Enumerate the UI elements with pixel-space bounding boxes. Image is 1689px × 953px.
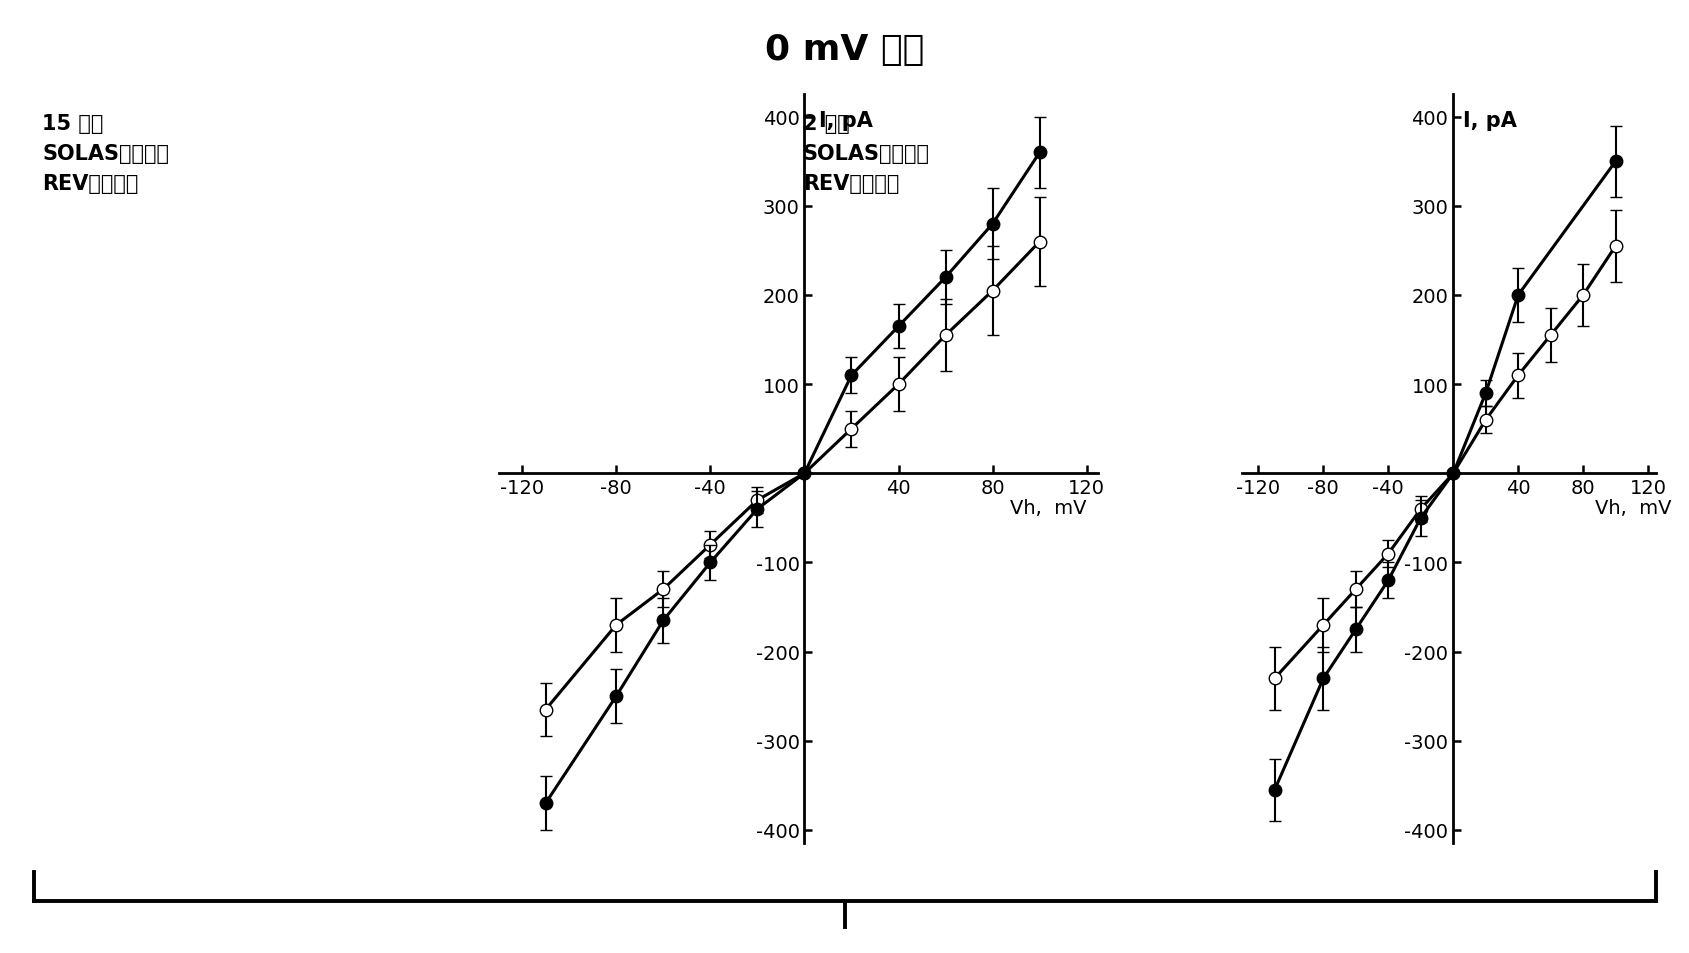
Text: Vh,  mV: Vh, mV	[1010, 498, 1086, 517]
Text: Vh,  mV: Vh, mV	[1594, 498, 1670, 517]
Text: I, pA: I, pA	[1463, 111, 1517, 131]
Text: 15 分钟
SOLAS（空心）
REV（实心）: 15 分钟 SOLAS（空心） REV（实心）	[42, 114, 169, 193]
Text: 0 mV 方案: 0 mV 方案	[765, 33, 924, 68]
Text: 2 小时
SOLAS（空心）
REV（实心）: 2 小时 SOLAS（空心） REV（实心）	[802, 114, 929, 193]
Text: I, pA: I, pA	[817, 111, 872, 131]
